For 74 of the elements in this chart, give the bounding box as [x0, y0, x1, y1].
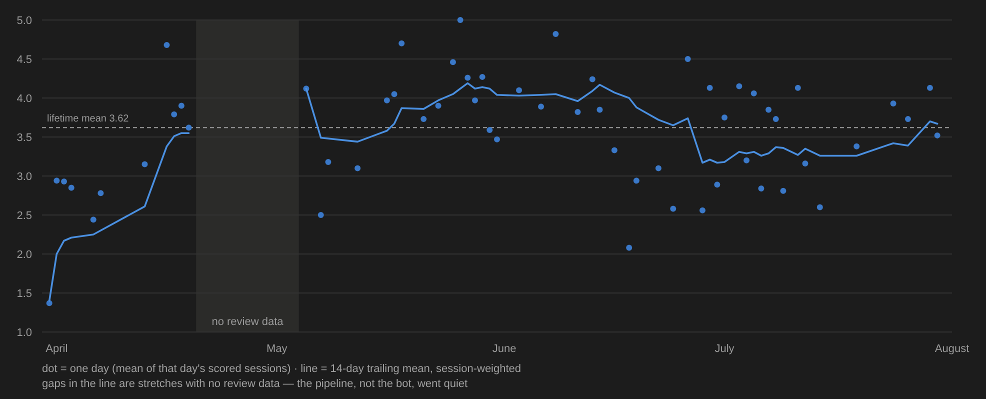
y-tick-label: 3.5 [16, 132, 32, 144]
y-tick-label: 4.0 [16, 92, 32, 105]
y-tick-label: 3.0 [16, 170, 32, 183]
point [816, 204, 823, 210]
point [722, 114, 728, 120]
x-tick-label: May [266, 343, 288, 355]
point [684, 56, 691, 62]
text: gaps in the line are stretches with no review data — the pipeline, not the bot, went quiet [42, 378, 468, 390]
x-tick-label: April [46, 343, 68, 355]
point [398, 40, 405, 46]
point [890, 100, 896, 106]
point [744, 157, 750, 164]
point [714, 182, 720, 188]
y-tick-label: 5.0 [16, 14, 32, 27]
point [736, 83, 742, 90]
point [318, 212, 324, 218]
text: dot = one day (mean of that day's scored sessions) · line = 14-day trailing mean, session-weighted [42, 363, 522, 375]
point [164, 42, 170, 48]
point [464, 74, 471, 81]
point [934, 132, 940, 138]
point [750, 90, 757, 96]
y-tick-label: 1.5 [16, 288, 32, 300]
point [384, 97, 390, 104]
point [171, 111, 178, 118]
point [670, 206, 676, 212]
point [472, 97, 478, 104]
point [699, 207, 706, 214]
point [589, 76, 596, 82]
y-tick-label: 2.0 [16, 248, 32, 261]
point [655, 165, 662, 172]
point [457, 17, 464, 23]
point [68, 184, 74, 191]
band-label: no review data [212, 316, 284, 328]
y-tick-label: 1.0 [16, 326, 32, 339]
point [98, 190, 104, 196]
point [574, 109, 581, 116]
point [794, 84, 801, 91]
point [450, 59, 456, 66]
point [926, 84, 933, 91]
point [538, 104, 544, 110]
point [854, 143, 860, 150]
x-tick-label: July [714, 343, 735, 355]
point [54, 178, 60, 184]
point [596, 106, 603, 113]
point [633, 178, 640, 184]
x-tick-label: June [492, 343, 516, 355]
point [516, 87, 522, 94]
point [766, 106, 772, 113]
point [772, 116, 779, 122]
point [802, 160, 808, 167]
point [325, 158, 332, 165]
point [354, 165, 361, 172]
point [904, 116, 911, 122]
point [435, 102, 442, 109]
point [479, 74, 486, 80]
point [626, 244, 632, 251]
point [758, 185, 764, 192]
y-tick-label: 4.5 [16, 54, 32, 66]
point [494, 136, 500, 142]
point [178, 102, 184, 109]
y-tick-label: 2.5 [16, 210, 32, 222]
point [420, 116, 427, 122]
ref-line-label: lifetime mean 3.62 [47, 114, 130, 125]
point [552, 31, 559, 38]
point [780, 188, 786, 194]
point [186, 124, 192, 131]
point [61, 178, 68, 184]
point [391, 91, 398, 98]
point [611, 147, 618, 154]
point [90, 216, 96, 223]
x-tick-label: August [934, 343, 970, 355]
point [706, 84, 713, 91]
point [486, 126, 493, 133]
point [142, 161, 148, 168]
